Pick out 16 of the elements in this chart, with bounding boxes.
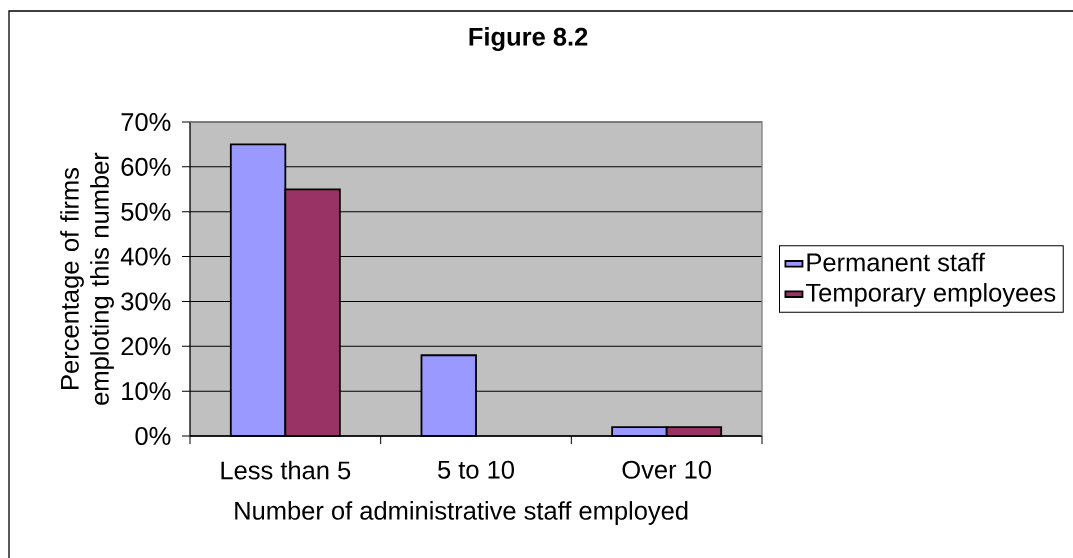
y-tick-label: 40% [120, 247, 171, 266]
y-tick-label: 60% [121, 157, 171, 176]
x-tick-label: 5 to 10 [438, 460, 514, 479]
x-axis-title: Number of administrative staff employed [235, 501, 688, 525]
y-tick-label: 70% [121, 112, 171, 132]
chart-title: Figure 8.2 [469, 27, 588, 51]
legend-label: Temporary employees [805, 282, 1056, 307]
y-tick-label: 10% [122, 382, 171, 401]
y-tick-label: 20% [121, 337, 171, 356]
y-tick-label: 0% [135, 426, 171, 446]
y-tick-label: 30% [121, 292, 171, 311]
y-axis-title: Percentage of firms emploting this number [60, 152, 114, 405]
y-tick-label: 50% [121, 202, 171, 221]
legend-label: Permanent staff [807, 252, 985, 272]
x-tick-label: Over 10 [622, 460, 712, 479]
x-tick-label: Less than 5 [221, 460, 351, 480]
